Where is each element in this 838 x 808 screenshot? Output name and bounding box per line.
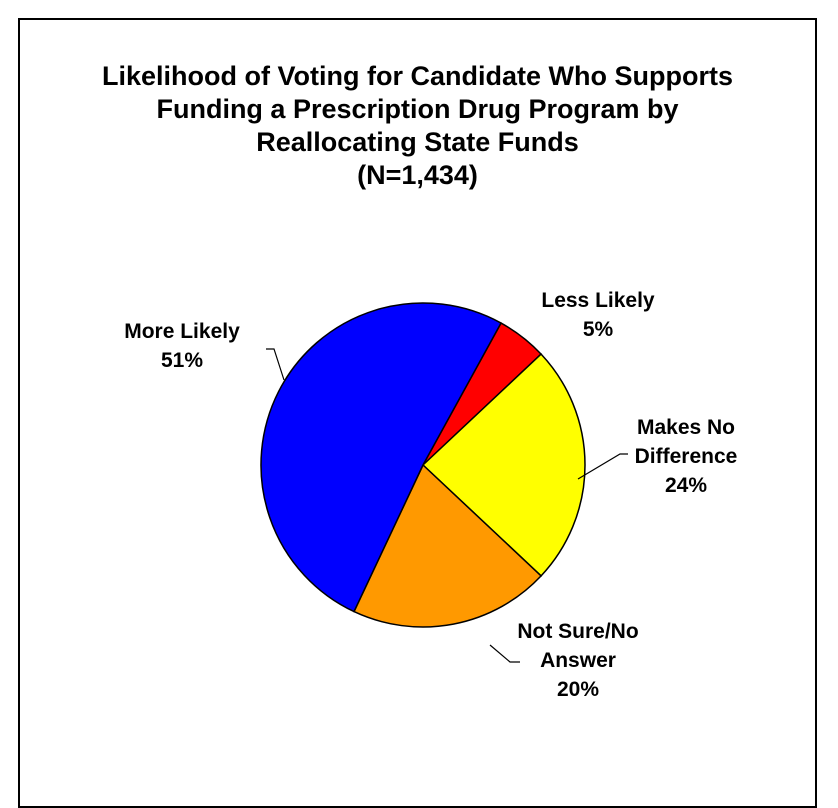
title-line-4: (N=1,434)	[357, 160, 478, 190]
title-line-2: Funding a Prescription Drug Program by	[156, 94, 679, 124]
chart-title: Likelihood of Voting for Candidate Who S…	[20, 60, 815, 192]
slice-label-less-likely: Less Likely 5%	[541, 289, 655, 341]
title-line-3: Reallocating State Funds	[256, 127, 579, 157]
slice-label-line: Not Sure/No	[517, 620, 638, 643]
slice-label-line: 24%	[665, 474, 707, 497]
slice-label-line: Answer	[540, 649, 616, 672]
slice-label-makes-no-difference: Makes No Difference 24%	[635, 416, 738, 497]
pie-slice-more-likely	[260, 302, 503, 613]
slice-label-more-likely: More Likely 51%	[124, 320, 240, 372]
leader-line	[577, 453, 628, 480]
slice-label-line: More Likely	[124, 320, 240, 343]
slice-label-not-sure-no-answer: Not Sure/No Answer 20%	[517, 620, 638, 701]
leader-line	[489, 644, 520, 663]
pie-slice-not-sure-no-answer	[353, 463, 543, 628]
slice-label-line: 5%	[583, 318, 614, 341]
slice-label-line: Difference	[635, 445, 738, 468]
leader-line	[266, 348, 285, 381]
title-line-1: Likelihood of Voting for Candidate Who S…	[102, 61, 733, 91]
pie-slice-makes-no-difference	[421, 353, 586, 577]
slice-label-line: Makes No	[637, 416, 735, 439]
slice-label-line: Less Likely	[541, 289, 655, 312]
chart-frame: Likelihood of Voting for Candidate Who S…	[18, 18, 817, 808]
slice-label-line: 20%	[557, 678, 599, 701]
slice-label-line: 51%	[161, 349, 203, 372]
